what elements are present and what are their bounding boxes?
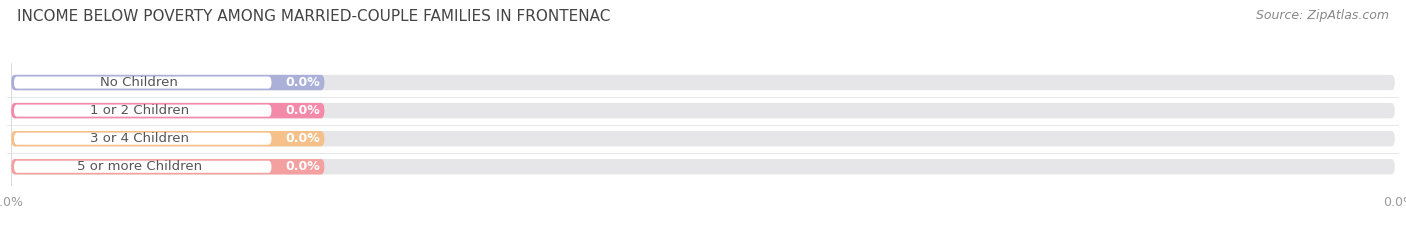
FancyBboxPatch shape (11, 103, 1395, 118)
Text: 0.0%: 0.0% (285, 160, 321, 173)
FancyBboxPatch shape (11, 159, 325, 175)
FancyBboxPatch shape (14, 76, 271, 89)
Text: 3 or 4 Children: 3 or 4 Children (90, 132, 188, 145)
FancyBboxPatch shape (14, 133, 271, 145)
FancyBboxPatch shape (14, 105, 271, 117)
FancyBboxPatch shape (11, 103, 325, 118)
FancyBboxPatch shape (11, 131, 325, 146)
Text: No Children: No Children (100, 76, 179, 89)
Text: INCOME BELOW POVERTY AMONG MARRIED-COUPLE FAMILIES IN FRONTENAC: INCOME BELOW POVERTY AMONG MARRIED-COUPL… (17, 9, 610, 24)
FancyBboxPatch shape (11, 75, 1395, 90)
Text: 0.0%: 0.0% (285, 132, 321, 145)
Text: 0.0%: 0.0% (285, 76, 321, 89)
FancyBboxPatch shape (14, 161, 271, 173)
FancyBboxPatch shape (11, 159, 1395, 175)
Text: 5 or more Children: 5 or more Children (77, 160, 202, 173)
Text: 0.0%: 0.0% (285, 104, 321, 117)
Text: Source: ZipAtlas.com: Source: ZipAtlas.com (1256, 9, 1389, 22)
FancyBboxPatch shape (11, 75, 325, 90)
Text: 1 or 2 Children: 1 or 2 Children (90, 104, 188, 117)
FancyBboxPatch shape (11, 131, 1395, 146)
